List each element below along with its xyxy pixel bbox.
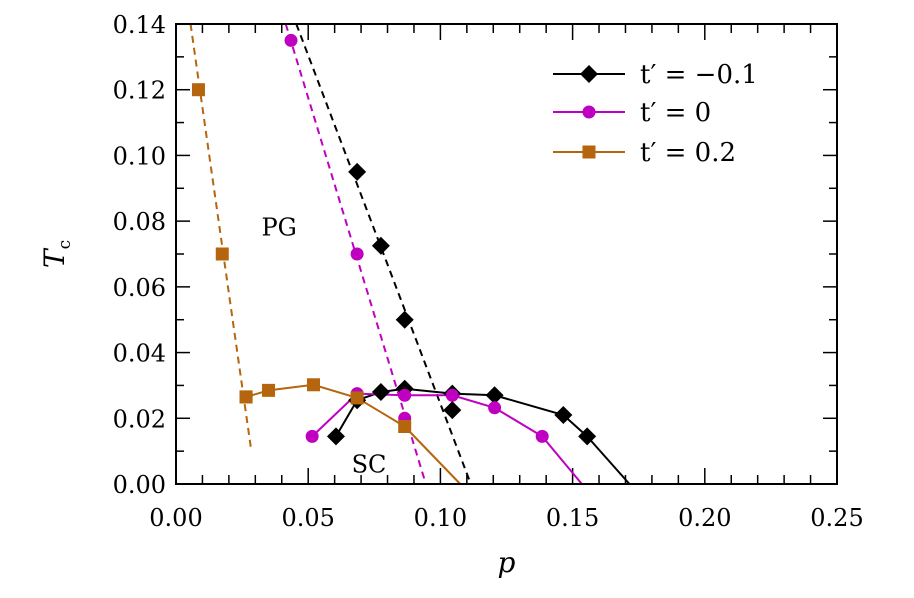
y-tick-label: 0.10 [113,142,166,170]
data-point-circle [350,247,364,261]
data-point-diamond [578,427,597,446]
data-point-square [215,247,229,261]
data-point-square [191,83,205,97]
data-point-square [239,390,253,404]
y-axis-label-subscript: c [55,240,75,250]
series-markers [191,33,597,446]
y-tick-label: 0.12 [113,77,166,105]
legend-entry: t′ = −0.1 [553,60,758,90]
y-tick-label: 0.14 [113,11,166,39]
sc-solid-line-tail [586,435,631,485]
data-point-square [398,420,412,433]
data-point-square [350,391,364,405]
data-point-circle [488,401,502,415]
x-tick-label: 0.15 [546,504,599,532]
legend: t′ = −0.1 t′ = 0 t′ = 0.2 [553,60,758,168]
x-tick-label: 0.00 [149,504,202,532]
y-tick-label: 0.02 [113,405,166,433]
data-point-circle [398,388,412,402]
legend-label: t′ = 0 [640,98,711,128]
data-point-diamond [443,401,462,420]
data-point-diamond [554,406,573,424]
data-point-circle [582,105,596,119]
legend-entry: t′ = 0.2 [553,138,736,168]
annotation-pg: PG [261,214,296,242]
legend-label: t′ = −0.1 [640,60,758,90]
data-point-diamond [371,236,390,255]
y-axis-label-main: Tc [38,240,75,268]
y-tick-label: 0.00 [113,471,166,499]
data-point-diamond [326,427,345,446]
y-axis-label: Tc [38,240,75,268]
legend-label: t′ = 0.2 [640,138,736,168]
sc-solid-line [335,387,588,438]
data-point-circle [535,429,549,443]
y-tick-label: 0.08 [113,208,166,236]
annotation-sc: SC [352,450,387,478]
pg-dashed-line [295,23,472,485]
tick-labels: 0.00 0.05 0.10 0.15 0.20 0.25 0.00 0.02 0.04 0.06… [113,11,864,532]
data-point-diamond [371,383,390,401]
sc-solid-line-tail [541,435,583,485]
data-point-diamond [395,310,414,329]
y-axis-label-symbol: T [38,247,71,268]
y-tick-label: 0.06 [113,274,166,302]
y-tick-label: 0.04 [113,340,166,368]
legend-symbol [553,145,625,159]
data-point-diamond [580,65,598,83]
x-tick-label: 0.25 [810,504,863,532]
sc-solid-line-tail [403,425,461,485]
x-tick-label: 0.20 [678,504,731,532]
data-point-circle [445,388,459,402]
data-point-square [262,383,276,397]
legend-entry: t′ = 0 [553,98,711,128]
data-point-square [306,378,320,392]
data-point-circle [305,429,319,443]
legend-symbol [553,65,625,83]
legend-symbol [553,105,625,119]
data-point-diamond [348,162,367,181]
data-point-diamond [485,386,504,405]
x-tick-label: 0.05 [281,504,334,532]
data-point-circle [284,33,298,47]
x-axis-label: p [498,546,516,579]
plot-frame [175,23,838,485]
data-point-square [582,145,596,159]
x-tick-label: 0.10 [414,504,467,532]
